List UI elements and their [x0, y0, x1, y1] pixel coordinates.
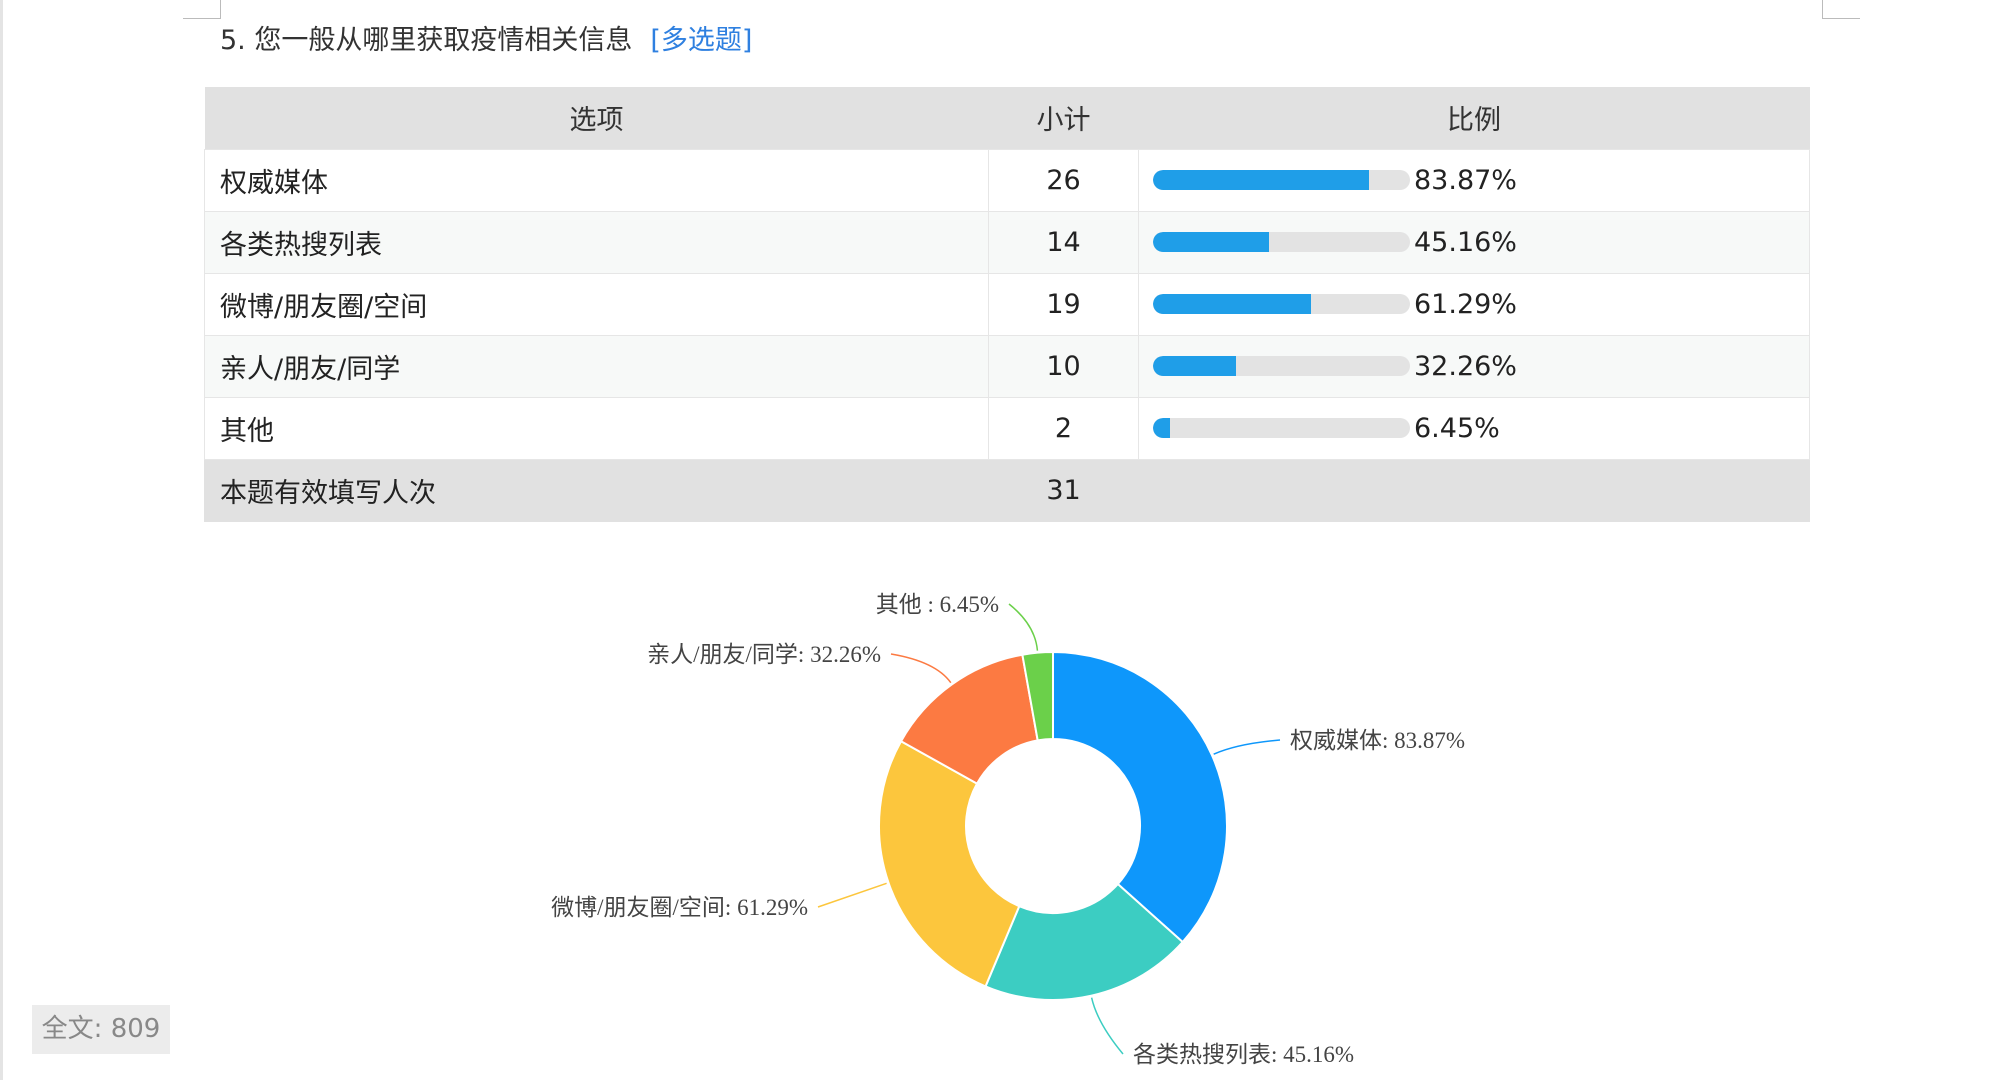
option-percent: 61.29% [1414, 288, 1517, 320]
table-row: 权威媒体 26 83.87% [204, 148, 1810, 212]
table-row: 亲人/朋友/同学 10 32.26% [204, 334, 1810, 398]
donut-slice [1052, 650, 1228, 944]
donut-slice [1021, 650, 1054, 742]
leader-line [1090, 997, 1124, 1055]
option-percent: 32.26% [1414, 350, 1517, 382]
slice-label: 权威媒体: 83.87% [1290, 728, 1465, 753]
table-row: 微博/朋友圈/空间 19 61.29% [204, 272, 1810, 336]
leader-line [1213, 739, 1281, 755]
corner-mark [183, 0, 221, 19]
progress-fill [1153, 356, 1236, 376]
footer-empty [1138, 458, 1810, 522]
progress-bar [1153, 170, 1410, 190]
leader-line [1008, 603, 1039, 651]
progress-bar [1153, 356, 1410, 376]
progress-bar [1153, 232, 1410, 252]
slice-label: 其他 : 6.45% [876, 592, 999, 617]
leader-line [817, 882, 887, 908]
results-table: 选项 小计 比例 权威媒体 26 83.87% 各类热搜列表 14 45.16% 微… [204, 87, 1810, 522]
question-title: 5. 您一般从哪里获取疫情相关信息 [多选题] [220, 18, 752, 57]
footer-count: 31 [988, 458, 1139, 522]
corner-mark [1822, 0, 1860, 19]
leader-line [890, 653, 952, 684]
question-text: 5. 您一般从哪里获取疫情相关信息 [220, 25, 633, 56]
option-percent: 83.87% [1414, 164, 1517, 196]
ratio-cell: 6.45% [1138, 396, 1810, 460]
progress-bar [1153, 418, 1410, 438]
header-count: 小计 [988, 87, 1139, 149]
option-label: 各类热搜列表 [204, 210, 989, 274]
ratio-cell: 32.26% [1138, 334, 1810, 398]
option-count: 14 [988, 210, 1139, 274]
word-count-badge: 全文: 809 [32, 1005, 170, 1054]
option-label: 微博/朋友圈/空间 [204, 272, 989, 336]
ratio-cell: 61.29% [1138, 272, 1810, 336]
table-footer: 本题有效填写人次 31 [204, 458, 1810, 522]
option-count: 10 [988, 334, 1139, 398]
progress-fill [1153, 170, 1369, 190]
progress-fill [1153, 418, 1170, 438]
progress-bar [1153, 294, 1410, 314]
donut-slice [878, 739, 1021, 988]
table-row: 各类热搜列表 14 45.16% [204, 210, 1810, 274]
footer-label: 本题有效填写人次 [204, 458, 989, 522]
option-count: 26 [988, 148, 1139, 212]
slice-label: 亲人/朋友/同学: 32.26% [647, 642, 881, 667]
ratio-cell: 83.87% [1138, 148, 1810, 212]
option-label: 权威媒体 [204, 148, 989, 212]
progress-fill [1153, 232, 1270, 252]
page-edge [0, 0, 3, 1080]
ratio-cell: 45.16% [1138, 210, 1810, 274]
header-option: 选项 [204, 87, 989, 149]
table-header: 选项 小计 比例 [204, 87, 1810, 149]
header-ratio: 比例 [1138, 87, 1810, 149]
slice-label: 微博/朋友圈/空间: 61.29% [551, 895, 808, 920]
option-percent: 6.45% [1414, 412, 1500, 444]
table-row: 其他 2 6.45% [204, 396, 1810, 460]
option-label: 亲人/朋友/同学 [204, 334, 989, 398]
option-percent: 45.16% [1414, 226, 1517, 258]
donut-slice [899, 653, 1039, 785]
donut-slice [984, 882, 1185, 1001]
progress-fill [1153, 294, 1311, 314]
question-type-tag: [多选题] [650, 25, 753, 56]
slice-label: 各类热搜列表: 45.16% [1133, 1042, 1354, 1067]
